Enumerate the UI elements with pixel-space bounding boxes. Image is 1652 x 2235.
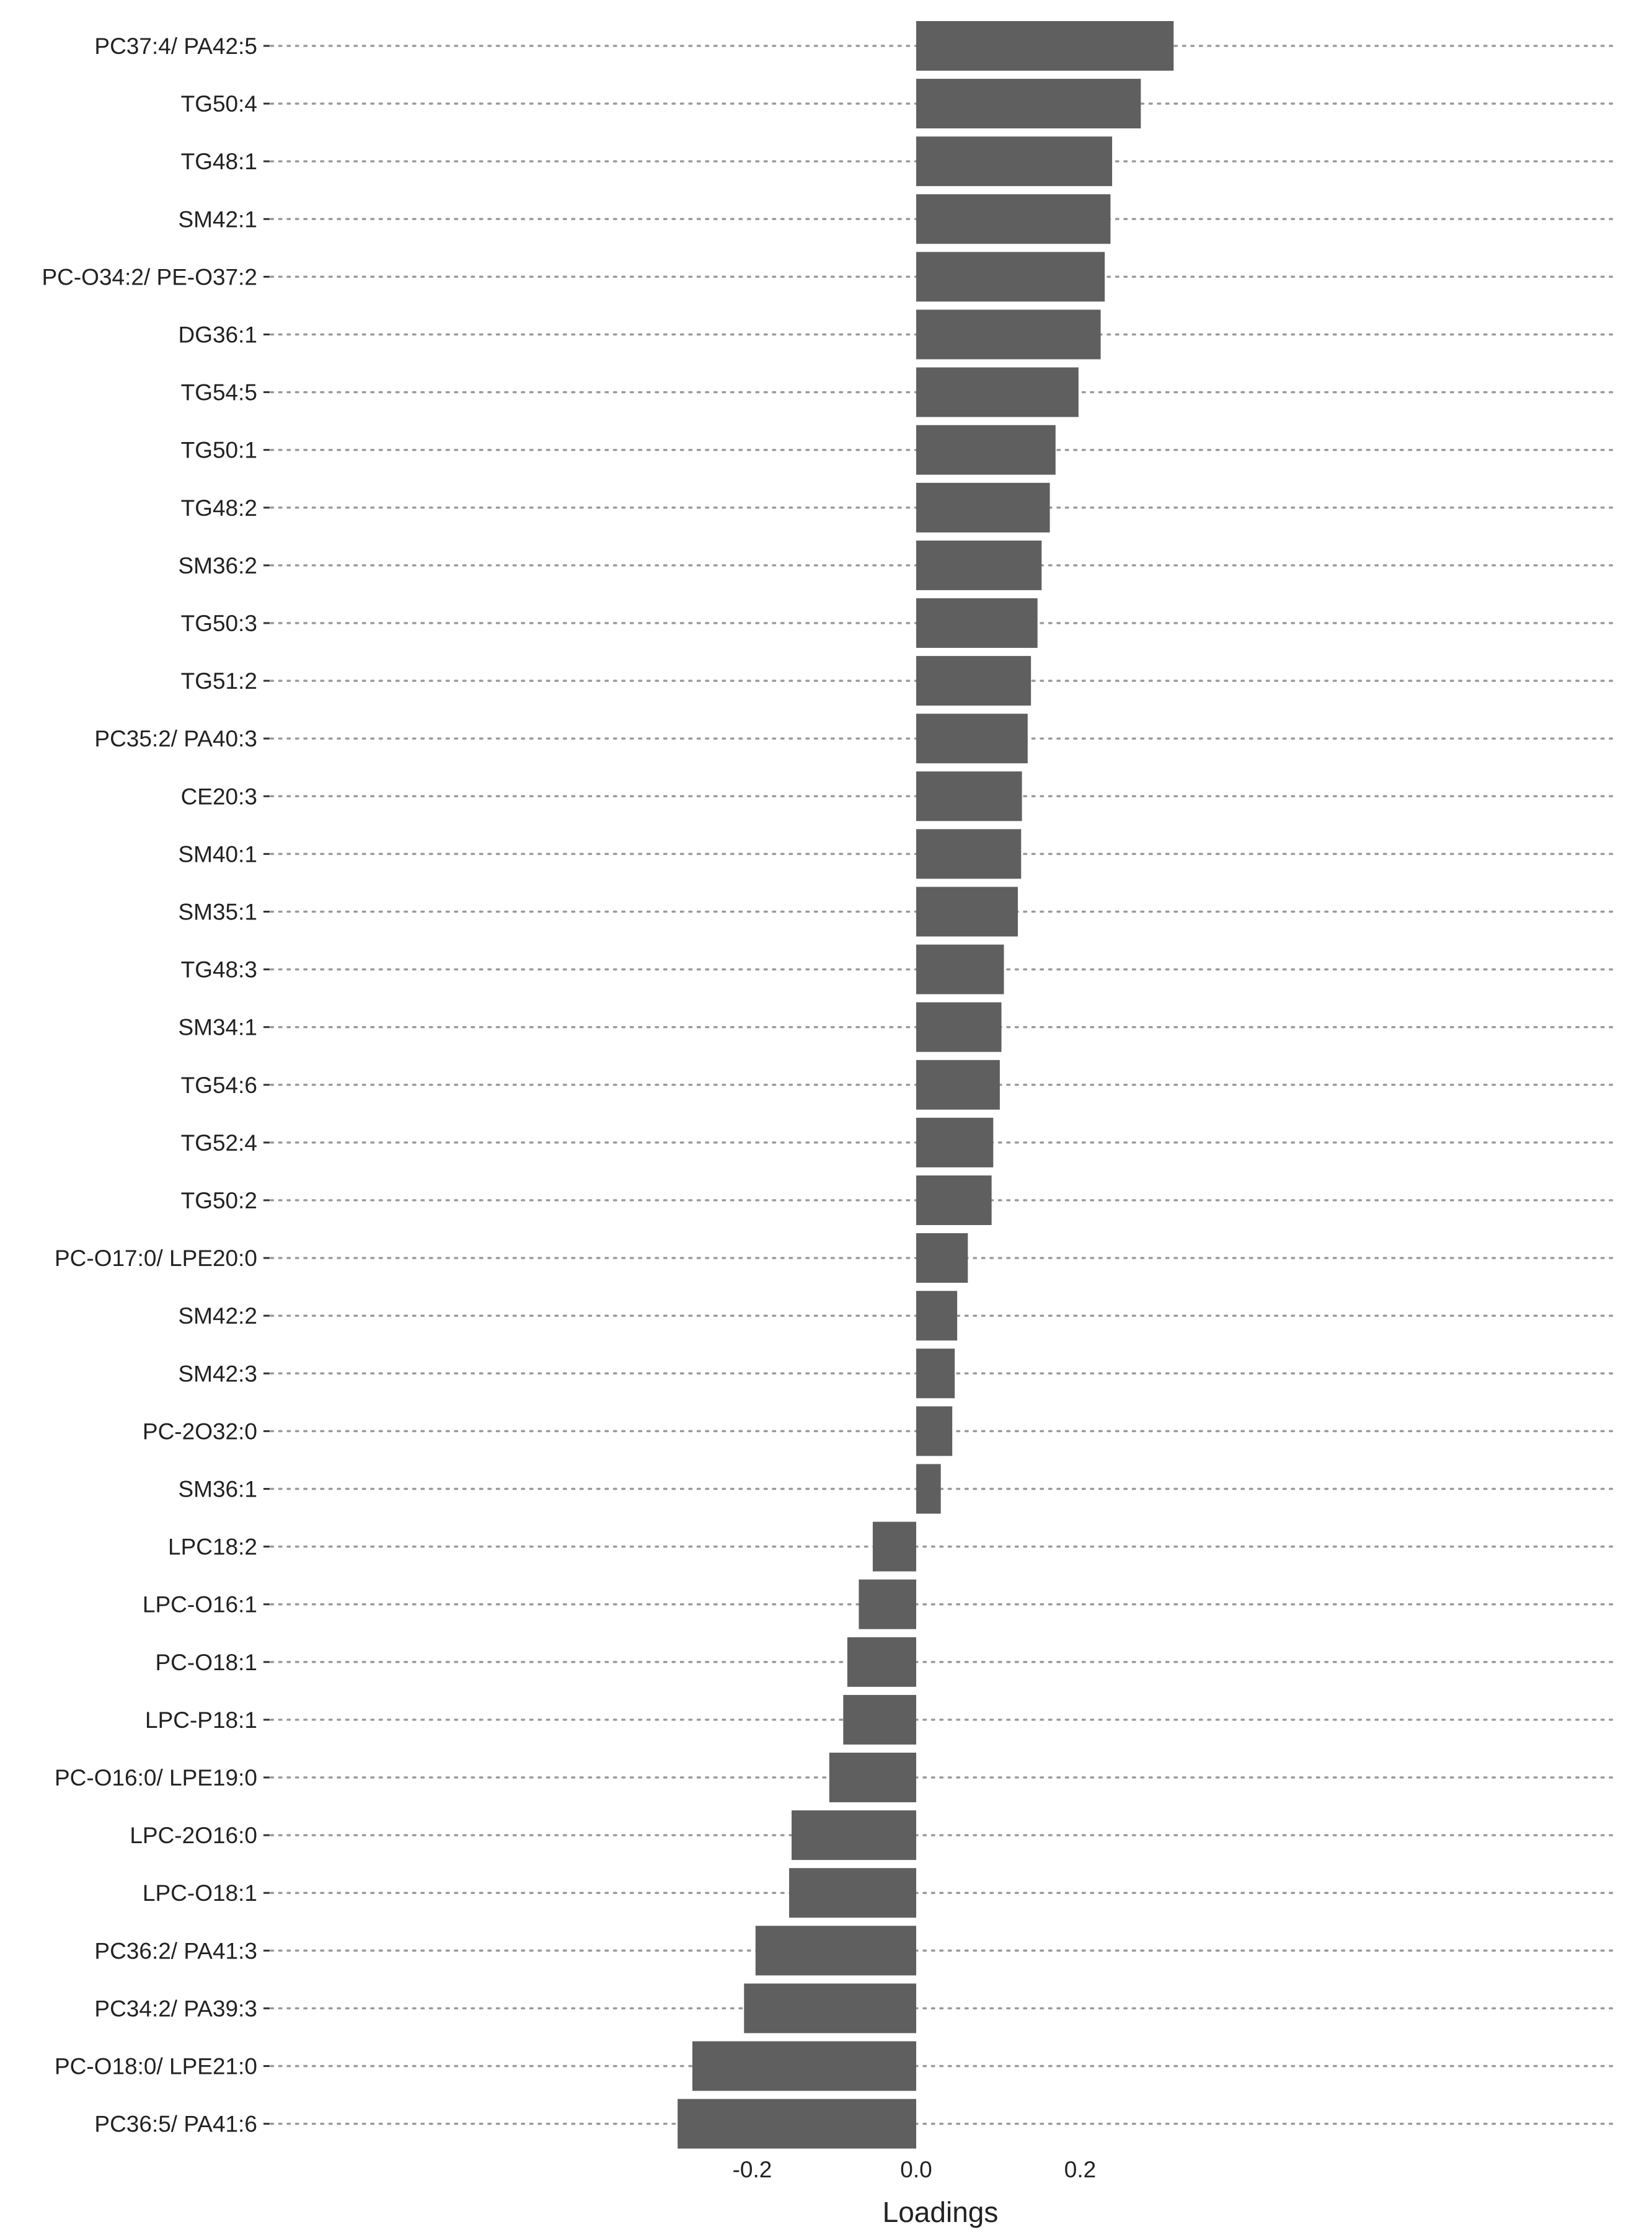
y-axis-labels: PC37:4/ PA42:5 TG50:4 TG48:1 SM42:1 PC-O34:2…	[42, 33, 257, 2137]
x-axis-ticks: -0.2 0.0 0.2	[733, 2157, 1097, 2182]
bar	[744, 1983, 916, 2034]
y-tick-label: PC36:5/ PA41:6	[94, 2112, 257, 2137]
bar	[916, 309, 1101, 360]
y-tick-label: SM34:1	[178, 1015, 257, 1040]
y-tick-label: PC37:4/ PA42:5	[94, 33, 257, 59]
bar	[916, 656, 1031, 706]
bar	[843, 1694, 916, 1745]
x-axis-title: Loadings	[883, 2196, 999, 2228]
y-tick-label: SM42:1	[178, 206, 257, 232]
bar	[916, 136, 1113, 187]
y-tick-label: LPC-2O16:0	[130, 1823, 257, 1848]
bar	[916, 714, 1028, 764]
bar	[916, 598, 1038, 648]
bar	[791, 1810, 916, 1861]
x-tick-label: 0.2	[1064, 2157, 1096, 2182]
y-tick-label: PC-O16:0/ LPE19:0	[55, 1765, 257, 1790]
bar	[916, 1060, 1000, 1110]
bar	[916, 252, 1105, 302]
bar	[829, 1753, 916, 1802]
y-tick-label: SM36:1	[178, 1477, 257, 1502]
bar	[916, 1117, 994, 1167]
y-tick-label: TG50:4	[181, 91, 257, 117]
y-tick-label: PC-O18:0/ LPE21:0	[55, 2054, 257, 2079]
bar	[916, 887, 1018, 937]
bar	[916, 1464, 941, 1514]
bars	[678, 21, 1174, 2149]
y-tick-label: LPC-O16:1	[143, 1592, 257, 1618]
y-tick-label: TG50:2	[181, 1188, 257, 1213]
y-tick-label: SM35:1	[178, 900, 257, 925]
y-tick-label: CE20:3	[181, 784, 257, 809]
y-tick-label: SM36:2	[178, 553, 257, 578]
y-tick-label: TG52:4	[181, 1130, 257, 1156]
bar	[789, 1868, 916, 1918]
y-tick-label: PC-O34:2/ PE-O37:2	[42, 264, 257, 290]
y-tick-label: TG50:1	[181, 438, 257, 463]
bar	[916, 944, 1004, 994]
y-axis-ticks	[263, 45, 270, 2125]
y-tick-label: PC34:2/ PA39:3	[94, 1996, 257, 2021]
bar	[916, 21, 1174, 71]
y-tick-label: TG48:3	[181, 957, 257, 983]
bar	[916, 829, 1022, 879]
grid-lines	[270, 45, 1619, 2125]
x-tick-label: 0.0	[900, 2157, 932, 2182]
bar	[692, 2041, 916, 2091]
bar	[916, 1406, 953, 1456]
bar	[916, 425, 1056, 475]
bar	[847, 1637, 916, 1687]
y-tick-label: TG51:2	[181, 668, 257, 694]
y-tick-label: TG50:3	[181, 611, 257, 636]
y-tick-label: SM42:2	[178, 1303, 257, 1329]
y-tick-label: TG48:1	[181, 149, 257, 174]
bar	[916, 1291, 958, 1341]
y-tick-label: PC36:2/ PA41:3	[94, 1938, 257, 1963]
y-tick-label: PC-O17:0/ LPE20:0	[55, 1246, 257, 1271]
bar	[916, 1348, 955, 1399]
bar	[916, 771, 1022, 821]
bar	[859, 1579, 916, 1629]
bar	[916, 1233, 968, 1283]
y-tick-label: SM42:3	[178, 1361, 257, 1386]
bar	[916, 367, 1079, 417]
bar	[916, 540, 1042, 590]
bar	[678, 2099, 916, 2149]
bar	[755, 1926, 916, 1976]
y-tick-label: PC-2O32:0	[143, 1418, 257, 1444]
x-tick-label: -0.2	[733, 2157, 772, 2182]
y-tick-label: LPC18:2	[168, 1534, 257, 1560]
y-tick-label: TG48:2	[181, 495, 257, 521]
bar	[916, 194, 1111, 244]
y-tick-label: TG54:6	[181, 1073, 257, 1098]
bar	[916, 482, 1050, 533]
y-tick-label: LPC-O18:1	[143, 1880, 257, 1906]
bar	[916, 1002, 1002, 1052]
y-tick-label: SM40:1	[178, 841, 257, 867]
bar	[916, 79, 1141, 129]
y-tick-label: PC35:2/ PA40:3	[94, 726, 257, 751]
bar	[916, 1175, 992, 1225]
y-tick-label: PC-O18:1	[155, 1650, 257, 1675]
bar	[872, 1521, 916, 1572]
y-tick-label: LPC-P18:1	[145, 1707, 257, 1733]
y-tick-label: DG36:1	[178, 322, 257, 348]
y-tick-label: TG54:5	[181, 380, 257, 405]
